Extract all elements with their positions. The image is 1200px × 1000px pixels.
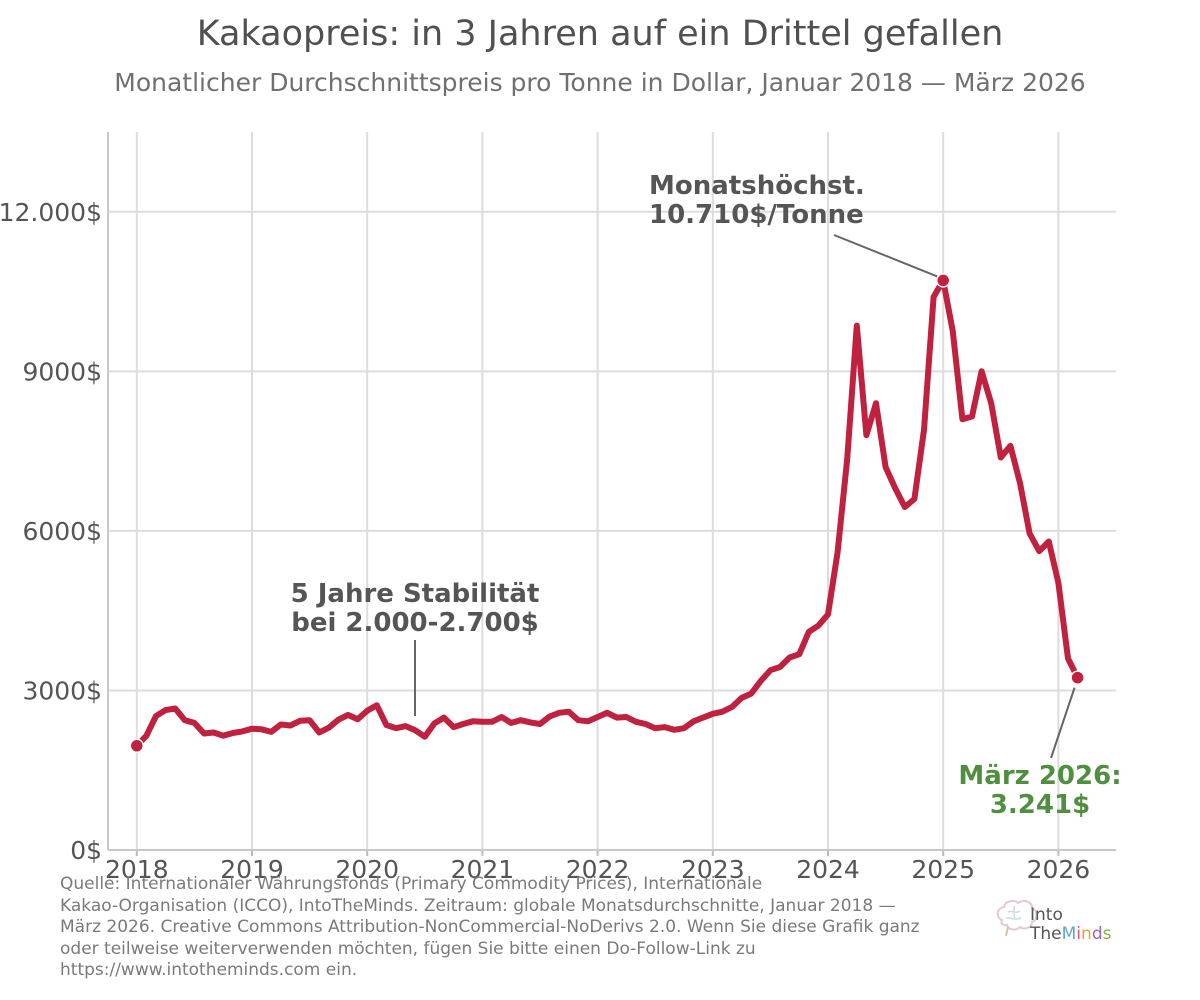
grid bbox=[108, 132, 1116, 850]
x-tick-label: 2019 bbox=[220, 855, 284, 884]
source-line: Kakao-Organisation (ICCO), IntoTheMinds.… bbox=[60, 895, 896, 916]
annotation-line: 3.241$ bbox=[990, 790, 1090, 820]
source-line: März 2026. Creative Commons Attribution-… bbox=[60, 917, 920, 937]
data-point bbox=[1070, 670, 1085, 685]
x-tick-label: 2020 bbox=[335, 855, 399, 884]
x-tick-label: 2021 bbox=[451, 855, 515, 884]
source-line: https://www.intotheminds.com ein. bbox=[60, 960, 358, 980]
annotation-line: Monatshöchst. bbox=[649, 171, 865, 201]
y-tick-label: 6000$ bbox=[22, 517, 102, 546]
x-tick-label: 2022 bbox=[566, 855, 630, 884]
annotation-line: bei 2.000-2.700$ bbox=[291, 608, 539, 638]
logo-letter: n bbox=[1081, 924, 1092, 944]
latest-value-annotation: März 2026: 3.241$ bbox=[958, 761, 1121, 820]
intotheminds-logo: Into TheMinds bbox=[994, 896, 1134, 948]
stability-annotation: 5 Jahre Stabilität bei 2.000-2.700$ bbox=[291, 579, 540, 638]
series-layer bbox=[129, 273, 1085, 754]
chart-title: Kakaopreis: in 3 Jahren auf ein Drittel … bbox=[196, 14, 1004, 54]
y-tick-label: 0$ bbox=[70, 836, 102, 865]
annotation-line: März 2026: bbox=[958, 761, 1121, 791]
brain-icon bbox=[996, 899, 1038, 937]
annotations: Monatshöchst. 10.710$/Tonne 5 Jahre Stabil… bbox=[291, 171, 1122, 820]
source-line: Quelle: Internationaler Währungsfonds (P… bbox=[60, 874, 763, 894]
source-note: Quelle: Internationaler Währungsfonds (P… bbox=[60, 874, 990, 982]
data-point bbox=[129, 738, 145, 754]
data-point bbox=[935, 273, 951, 288]
x-tick-label: 2023 bbox=[681, 855, 745, 884]
logo-letter: M bbox=[1061, 924, 1077, 944]
x-tick-label: 2018 bbox=[105, 855, 169, 884]
logo-text-line1: Into bbox=[1030, 905, 1063, 925]
x-tick-label: 2024 bbox=[796, 855, 860, 884]
price-series-line bbox=[133, 277, 1081, 749]
y-tick-label: 3000$ bbox=[22, 676, 102, 705]
peak-annotation: Monatshöchst. 10.710$/Tonne bbox=[649, 171, 865, 230]
annotation-line: 10.710$/Tonne bbox=[649, 200, 864, 230]
y-tick-label: 9000$ bbox=[22, 357, 102, 386]
annotation-line: 5 Jahre Stabilität bbox=[291, 579, 540, 609]
chart-subtitle: Monatlicher Durchschnittspreis pro Tonne… bbox=[114, 68, 1086, 97]
axes: 0$ 3000$ 6000$ 9000$ 12.000$ 2018 2019 2020 2021… bbox=[0, 132, 1116, 884]
peak-annotation-connector bbox=[833, 234, 938, 278]
source-line: oder teilweise weiterverwenden möchten, … bbox=[60, 938, 756, 959]
logo-text-line2: TheMinds bbox=[1030, 925, 1111, 944]
latest-value-annotation-connector bbox=[1050, 687, 1076, 759]
x-tick-label: 2025 bbox=[911, 855, 975, 884]
logo-letter: The bbox=[1030, 924, 1062, 944]
x-tick-label: 2026 bbox=[1027, 855, 1091, 884]
logo-letter: d bbox=[1091, 924, 1103, 944]
logo-letter: s bbox=[1102, 924, 1112, 944]
logo-letter: i bbox=[1076, 924, 1082, 944]
y-tick-label: 12.000$ bbox=[0, 198, 102, 227]
